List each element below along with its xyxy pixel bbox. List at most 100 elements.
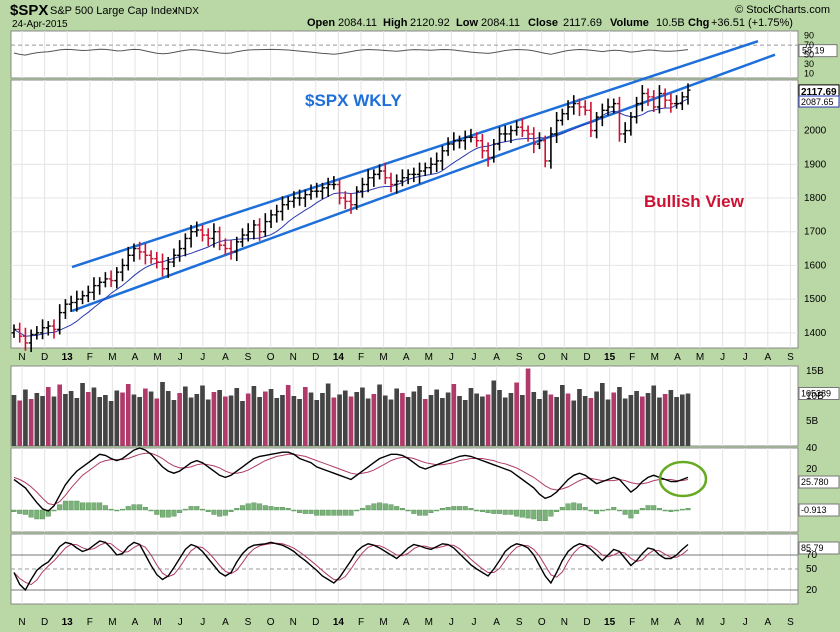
- volume-bar: [679, 394, 685, 446]
- volume-bar: [291, 396, 297, 446]
- volume-bar: [63, 394, 68, 446]
- macd-hist-bar: [439, 508, 445, 511]
- macd-hist-bar: [45, 509, 51, 517]
- volume-bar: [331, 397, 337, 446]
- volume-bar: [537, 399, 542, 446]
- volume-bar: [531, 392, 537, 446]
- macd-hist-bar: [331, 509, 337, 516]
- rsi-tick: 70: [806, 550, 818, 561]
- macd-hist-bar: [34, 509, 40, 520]
- macd-hist-bar: [80, 502, 86, 511]
- volume-bar: [285, 385, 291, 446]
- macd-hist-bar: [536, 509, 543, 522]
- x-tick-label: D: [583, 617, 590, 628]
- volume-tick: 15B: [806, 366, 824, 377]
- volume-value: 10.5B: [656, 17, 685, 29]
- volume-bar: [97, 397, 103, 446]
- volume-bar: [588, 398, 594, 446]
- macd-hist-bar: [359, 508, 365, 511]
- macd-hist-bar: [685, 508, 691, 511]
- x-tick-label: 13: [62, 617, 74, 628]
- volume-bar: [497, 390, 502, 446]
- macd-hist-bar: [519, 509, 525, 518]
- x-tick-label: A: [403, 617, 410, 628]
- volume-bar: [80, 383, 85, 446]
- volume-bar: [17, 400, 23, 446]
- volume-bar: [274, 398, 280, 446]
- volume-bar: [205, 399, 211, 446]
- volume-bar: [302, 387, 308, 446]
- x-tick-label: M: [379, 352, 387, 363]
- exchange: INDX: [175, 6, 199, 17]
- volume-bar: [657, 397, 662, 446]
- channel-lower: [71, 53, 776, 313]
- macd-hist-bar: [85, 502, 91, 511]
- volume-bar: [68, 391, 74, 446]
- macd-hist-bar: [571, 502, 577, 511]
- x-tick-label: O: [267, 352, 275, 363]
- low-value: 2084.11: [481, 17, 520, 29]
- macd-tick: 40: [806, 443, 818, 454]
- volume-bar: [114, 390, 120, 446]
- x-tick-label: A: [674, 617, 681, 628]
- rsi-tick: 20: [806, 585, 818, 596]
- symbol: $SPX: [10, 2, 48, 19]
- x-tick-label: A: [764, 617, 771, 628]
- ma-value: 2087.65: [801, 97, 834, 107]
- rsi-last: 85.79: [801, 543, 824, 553]
- volume-bar: [674, 397, 679, 446]
- volume-bar: [308, 392, 314, 446]
- channel-upper: [71, 40, 759, 269]
- volume-bar: [668, 390, 674, 446]
- volume-bar: [360, 387, 365, 446]
- close-label: Close: [528, 17, 558, 29]
- volume-bar: [342, 390, 348, 446]
- x-tick-label: A: [493, 352, 500, 363]
- x-tick-label: J: [472, 352, 477, 363]
- volume-bar: [394, 388, 400, 446]
- volume-bar: [245, 393, 251, 446]
- x-tick-label: M: [425, 352, 433, 363]
- volume-bar: [337, 394, 342, 446]
- macd-hist-bar: [262, 505, 268, 511]
- volume-bar: [325, 383, 331, 446]
- x-tick-label: N: [561, 617, 568, 628]
- x-tick-label: D: [41, 617, 48, 628]
- macd-hist-bar: [525, 509, 531, 519]
- volume-bar: [320, 393, 325, 446]
- macd-hist-bar: [474, 509, 480, 512]
- volume-bar: [365, 398, 371, 446]
- x-tick-label: S: [245, 352, 252, 363]
- volume-bar: [582, 396, 588, 446]
- macd-hist-bar: [451, 506, 457, 511]
- macd-hist-bar: [457, 506, 463, 511]
- volume-bar: [445, 392, 451, 446]
- x-tick-label: J: [178, 617, 183, 628]
- volume-bar: [457, 396, 462, 446]
- x-tick-label: M: [108, 617, 116, 628]
- x-tick-label: S: [516, 617, 523, 628]
- x-tick-label: M: [696, 617, 704, 628]
- x-tick-label: M: [108, 352, 116, 363]
- x-tick-label: N: [561, 352, 568, 363]
- macd-panel: 25.780 -0.913: [11, 447, 840, 522]
- volume-bar: [268, 389, 274, 446]
- volume-bar: [508, 393, 514, 446]
- ma-badge: [798, 95, 840, 108]
- rsi-top-tick: 90: [804, 31, 814, 41]
- price-tick: 1900: [804, 159, 827, 170]
- macd-hist-bar: [11, 509, 17, 512]
- price-tick: 1800: [804, 193, 827, 204]
- volume-bar: [137, 397, 142, 446]
- volume-tick: 5B: [806, 416, 819, 427]
- macd-hist-bar: [285, 508, 291, 511]
- macd-line: [13, 447, 689, 512]
- x-tick-label: A: [674, 352, 681, 363]
- macd-hist-bar: [417, 509, 423, 516]
- macd-hist-bar: [616, 509, 622, 512]
- macd-hist-bar: [679, 508, 685, 511]
- macd-hist-bar: [102, 505, 108, 511]
- macd-hist-bar: [388, 504, 394, 511]
- macd-hist-bar: [422, 509, 428, 516]
